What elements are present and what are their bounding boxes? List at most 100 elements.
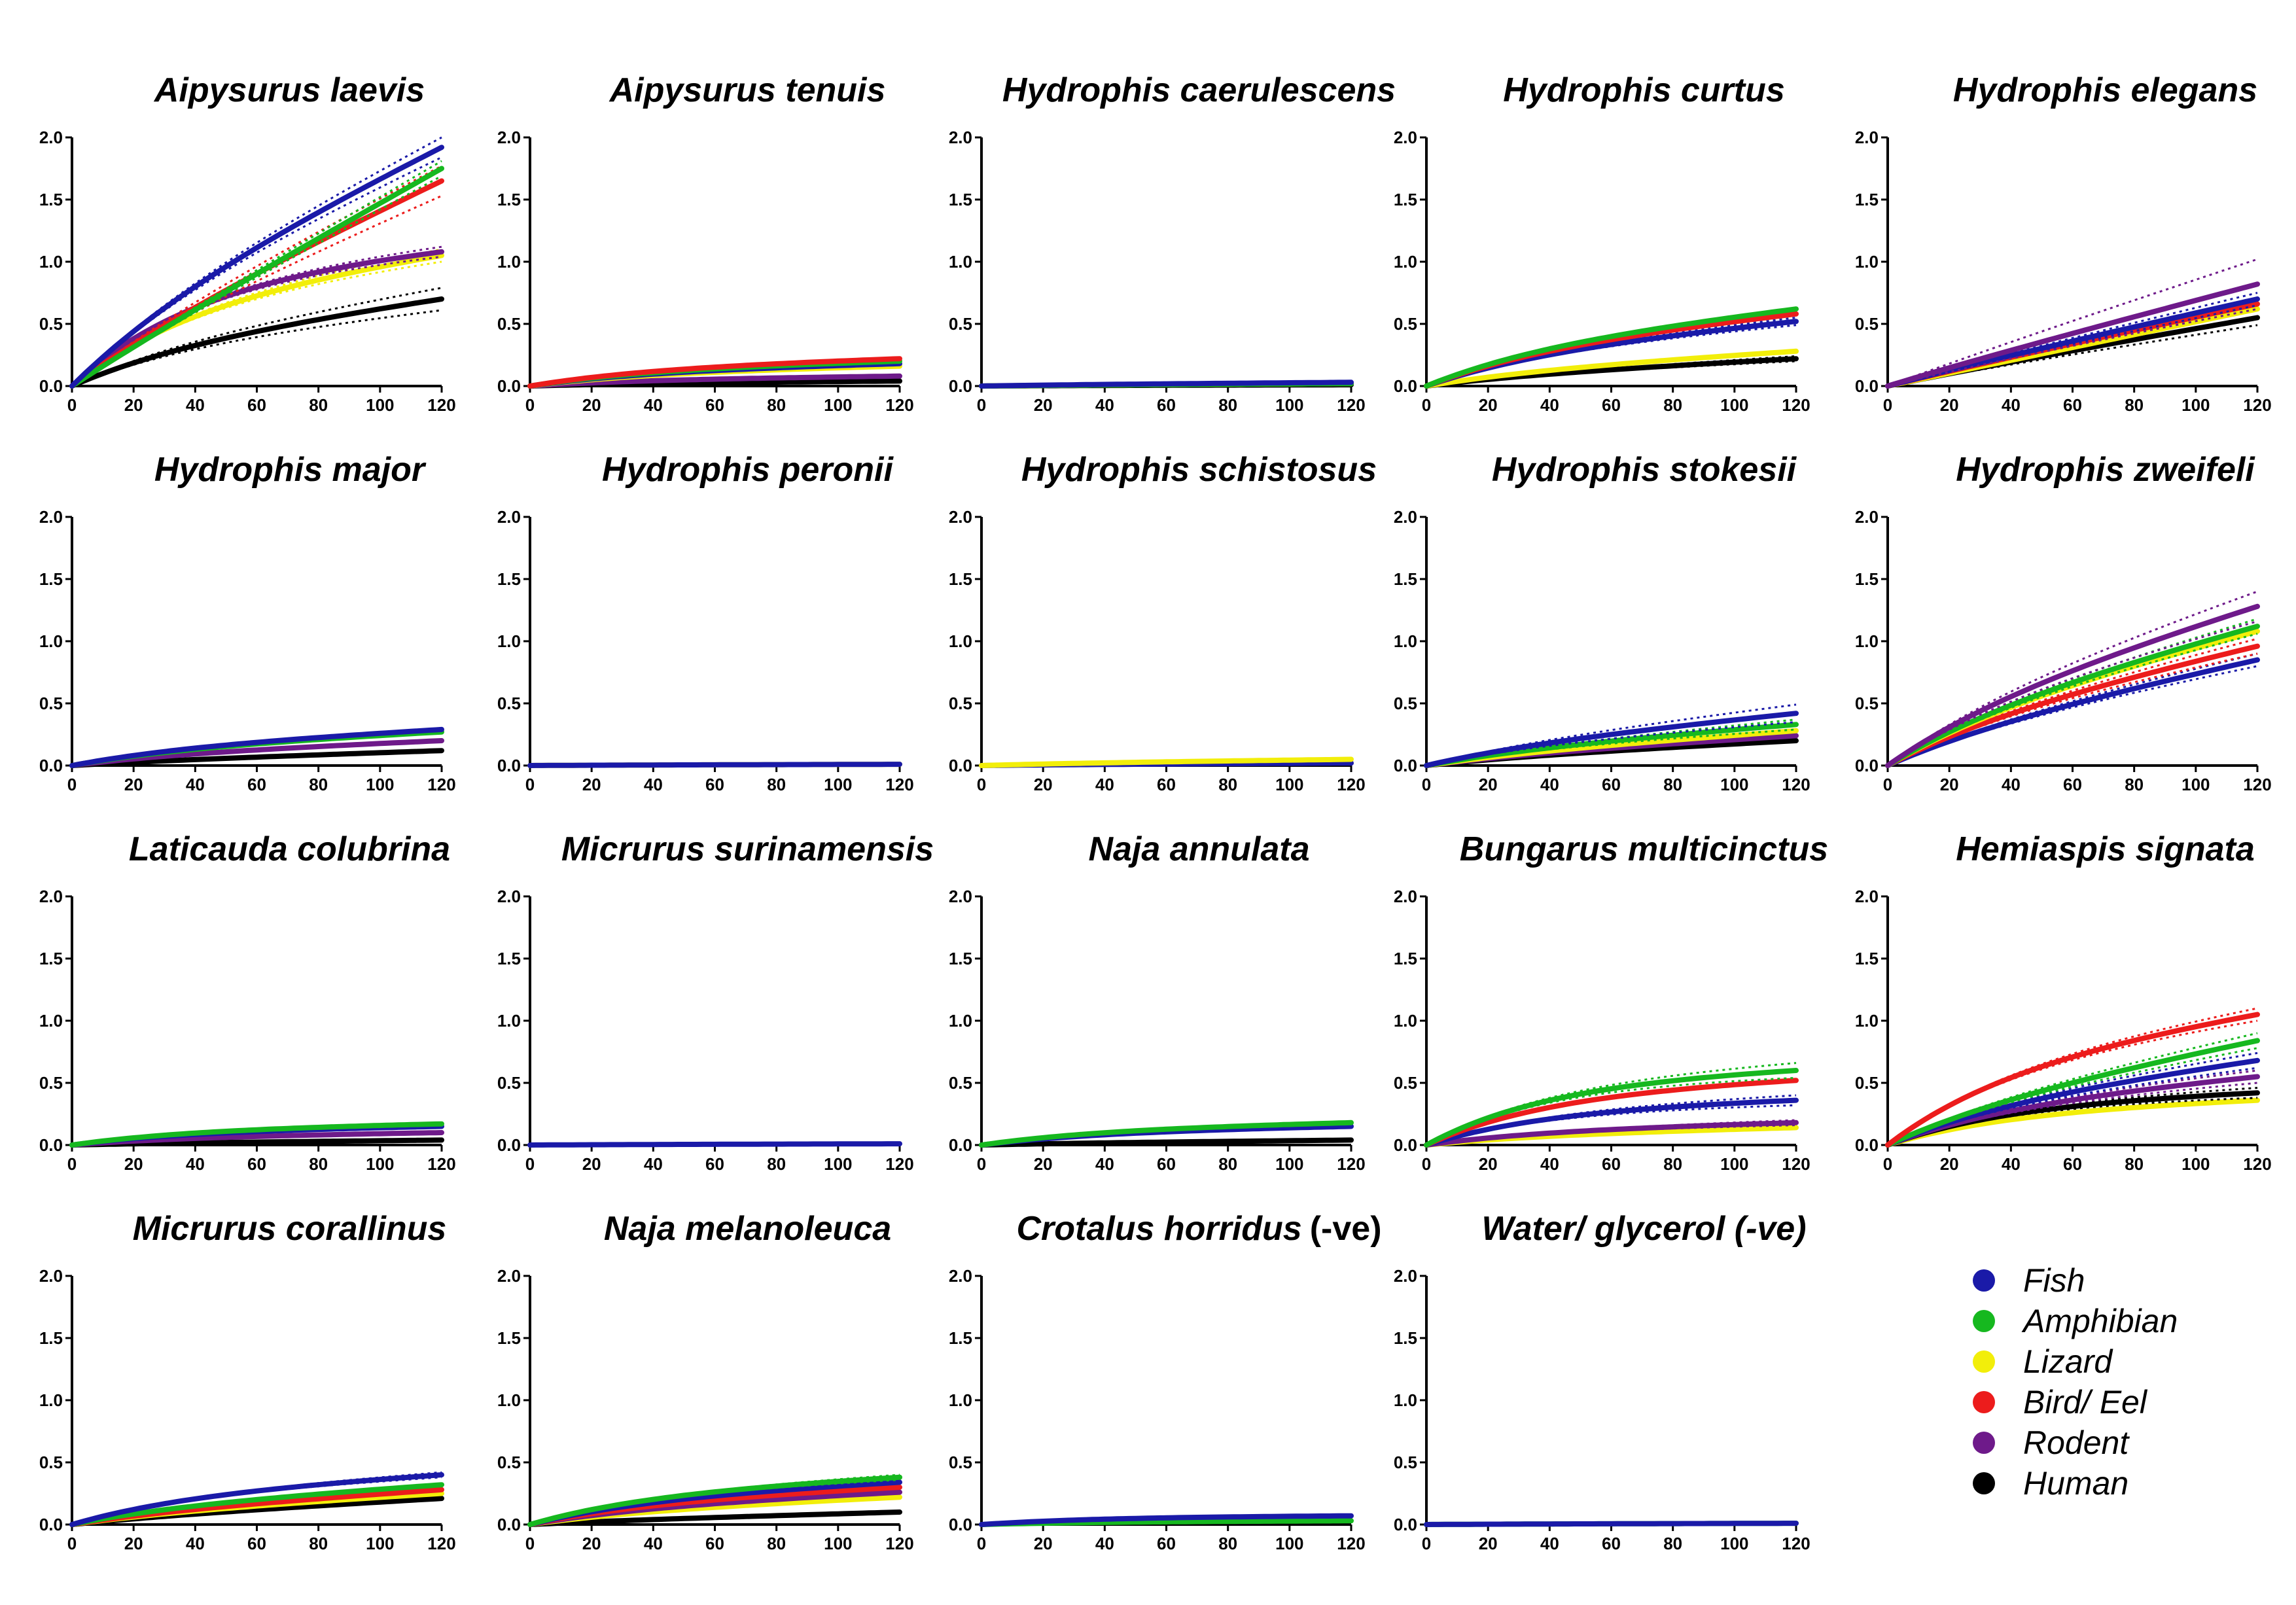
panel-title: Micrurus surinamensis bbox=[561, 830, 934, 868]
y-tick-label: 0.0 bbox=[1855, 1135, 1879, 1155]
y-tick-label: 0.0 bbox=[39, 376, 63, 396]
x-tick-label: 120 bbox=[1782, 1154, 1810, 1174]
y-tick-label: 1.5 bbox=[39, 1328, 63, 1348]
y-tick-label: 2.0 bbox=[497, 507, 521, 527]
y-tick-label: 0.0 bbox=[39, 1135, 63, 1155]
series-human-line bbox=[69, 296, 444, 389]
y-tick-label: 1.5 bbox=[497, 1328, 521, 1348]
panel-naja-annulata: Naja annulata 0.0 0.5 1.0 1.5 2.0 0 20 40 60 80 100… bbox=[949, 830, 1366, 1174]
x-tick-label: 100 bbox=[366, 1534, 394, 1553]
x-tick-label: 60 bbox=[705, 775, 724, 794]
series-fish-upper-ci bbox=[1887, 292, 2258, 387]
x-tick-label: 40 bbox=[644, 1534, 663, 1553]
series-fish-line bbox=[979, 379, 1354, 389]
series-amphibian-line bbox=[69, 166, 444, 389]
series-rodent-line bbox=[1424, 1120, 1799, 1148]
y-tick-label: 1.0 bbox=[1855, 252, 1879, 272]
y-tick-label: 1.0 bbox=[39, 1390, 63, 1410]
legend-label: Amphibian bbox=[2021, 1303, 2178, 1339]
y-tick-label: 1.5 bbox=[39, 569, 63, 589]
series-rodent-upper-ci bbox=[1887, 258, 2258, 387]
series-lizard-line bbox=[979, 756, 1354, 768]
panel-title-suffix: (-ve) bbox=[1310, 1210, 1382, 1248]
x-tick-label: 60 bbox=[1157, 395, 1176, 415]
panel-title: Micrurus corallinus bbox=[133, 1210, 447, 1248]
y-tick-label: 1.0 bbox=[497, 1390, 521, 1410]
x-tick-label: 120 bbox=[1337, 775, 1365, 794]
y-tick-label: 0.0 bbox=[949, 376, 972, 396]
panel-title: Crotalus horridus (-ve) bbox=[1016, 1210, 1381, 1248]
x-tick-label: 40 bbox=[1095, 1154, 1114, 1174]
panel-laticauda-colubrina: Laticauda colubrina 0.0 0.5 1.0 1.5 2.0 0 20 40 6… bbox=[39, 830, 456, 1174]
y-tick-label: 1.5 bbox=[1855, 569, 1879, 589]
x-tick-label: 60 bbox=[247, 1534, 266, 1553]
y-tick-label: 2.0 bbox=[497, 887, 521, 906]
legend-label: Rodent bbox=[2023, 1424, 2130, 1461]
y-tick-label: 1.0 bbox=[1394, 1011, 1417, 1031]
y-tick-label: 0.5 bbox=[949, 314, 972, 334]
x-tick-label: 0 bbox=[525, 1154, 535, 1174]
x-tick-label: 20 bbox=[1034, 1154, 1053, 1174]
x-tick-label: 60 bbox=[705, 395, 724, 415]
panel-title-text: Hydrophis schistosus bbox=[1021, 451, 1377, 489]
x-tick-label: 60 bbox=[2063, 1154, 2082, 1174]
x-tick-label: 100 bbox=[824, 395, 852, 415]
y-tick-label: 1.0 bbox=[1394, 631, 1417, 651]
panel-title-text: Hydrophis peronii bbox=[602, 451, 894, 489]
x-tick-label: 0 bbox=[977, 1534, 986, 1553]
x-tick-label: 80 bbox=[1218, 1154, 1237, 1174]
panel-hydrophis-major: Hydrophis major 0.0 0.5 1.0 1.5 2.0 0 20 40 60 80 1… bbox=[39, 451, 456, 794]
x-tick-label: 20 bbox=[124, 1534, 143, 1553]
x-tick-label: 120 bbox=[2243, 1154, 2271, 1174]
panel-title: Hydrophis elegans bbox=[1953, 71, 2257, 109]
x-tick-label: 80 bbox=[1218, 395, 1237, 415]
x-tick-label: 120 bbox=[885, 1534, 913, 1553]
y-tick-label: 0.0 bbox=[497, 1135, 521, 1155]
x-tick-label: 80 bbox=[1663, 395, 1682, 415]
x-tick-label: 60 bbox=[705, 1534, 724, 1553]
y-tick-label: 0.0 bbox=[1394, 376, 1417, 396]
x-tick-label: 120 bbox=[427, 775, 455, 794]
x-tick-label: 80 bbox=[1663, 1154, 1682, 1174]
panel-micrurus-corallinus: Micrurus corallinus 0.0 0.5 1.0 1.5 2.0 0 20 40 6… bbox=[39, 1210, 456, 1553]
y-tick-label: 0.5 bbox=[1855, 1073, 1879, 1093]
y-tick-label: 2.0 bbox=[1394, 128, 1417, 147]
legend: Fish Amphibian Lizard Bird/ Eel Rodent Human bbox=[1973, 1262, 2178, 1502]
x-tick-label: 40 bbox=[1540, 1534, 1559, 1553]
x-tick-label: 80 bbox=[2125, 1154, 2144, 1174]
legend-marker bbox=[1973, 1472, 1995, 1494]
series-rodent-line bbox=[69, 249, 444, 389]
x-tick-label: 100 bbox=[1275, 1154, 1303, 1174]
x-tick-label: 120 bbox=[427, 395, 455, 415]
panel-title-text: Hydrophis major bbox=[154, 451, 427, 489]
x-tick-label: 80 bbox=[309, 1154, 328, 1174]
series-fish-line bbox=[69, 145, 444, 389]
x-tick-label: 0 bbox=[67, 1154, 77, 1174]
y-tick-label: 1.0 bbox=[497, 631, 521, 651]
x-tick-label: 60 bbox=[1157, 1154, 1176, 1174]
x-tick-label: 60 bbox=[1602, 395, 1621, 415]
x-tick-label: 120 bbox=[1337, 1534, 1365, 1553]
legend-marker bbox=[1973, 1269, 1995, 1292]
x-tick-label: 120 bbox=[1782, 395, 1810, 415]
x-tick-label: 80 bbox=[767, 775, 786, 794]
series-fish-line bbox=[69, 1472, 444, 1527]
x-tick-label: 20 bbox=[124, 1154, 143, 1174]
series-amphibian-line bbox=[1424, 1068, 1799, 1148]
series-rodent-lower-ci bbox=[1887, 1082, 2258, 1146]
x-tick-label: 0 bbox=[67, 1534, 77, 1553]
panel-title-text: Naja annulata bbox=[1088, 830, 1309, 868]
panel-title-text: Laticauda colubrina bbox=[129, 830, 450, 868]
y-tick-label: 1.5 bbox=[497, 949, 521, 968]
x-tick-label: 100 bbox=[1720, 1534, 1748, 1553]
x-tick-label: 40 bbox=[1540, 395, 1559, 415]
y-tick-label: 0.5 bbox=[497, 1073, 521, 1093]
panel-title-text: Aipysurus laevis bbox=[153, 71, 425, 109]
y-tick-label: 2.0 bbox=[39, 1266, 63, 1286]
y-tick-label: 1.5 bbox=[949, 949, 972, 968]
x-tick-label: 40 bbox=[186, 1154, 205, 1174]
y-tick-label: 1.0 bbox=[949, 1011, 972, 1031]
series-amphibian-line bbox=[1424, 306, 1799, 389]
legend-item-rodent: Rodent bbox=[1973, 1424, 2130, 1461]
y-tick-label: 0.0 bbox=[949, 756, 972, 775]
